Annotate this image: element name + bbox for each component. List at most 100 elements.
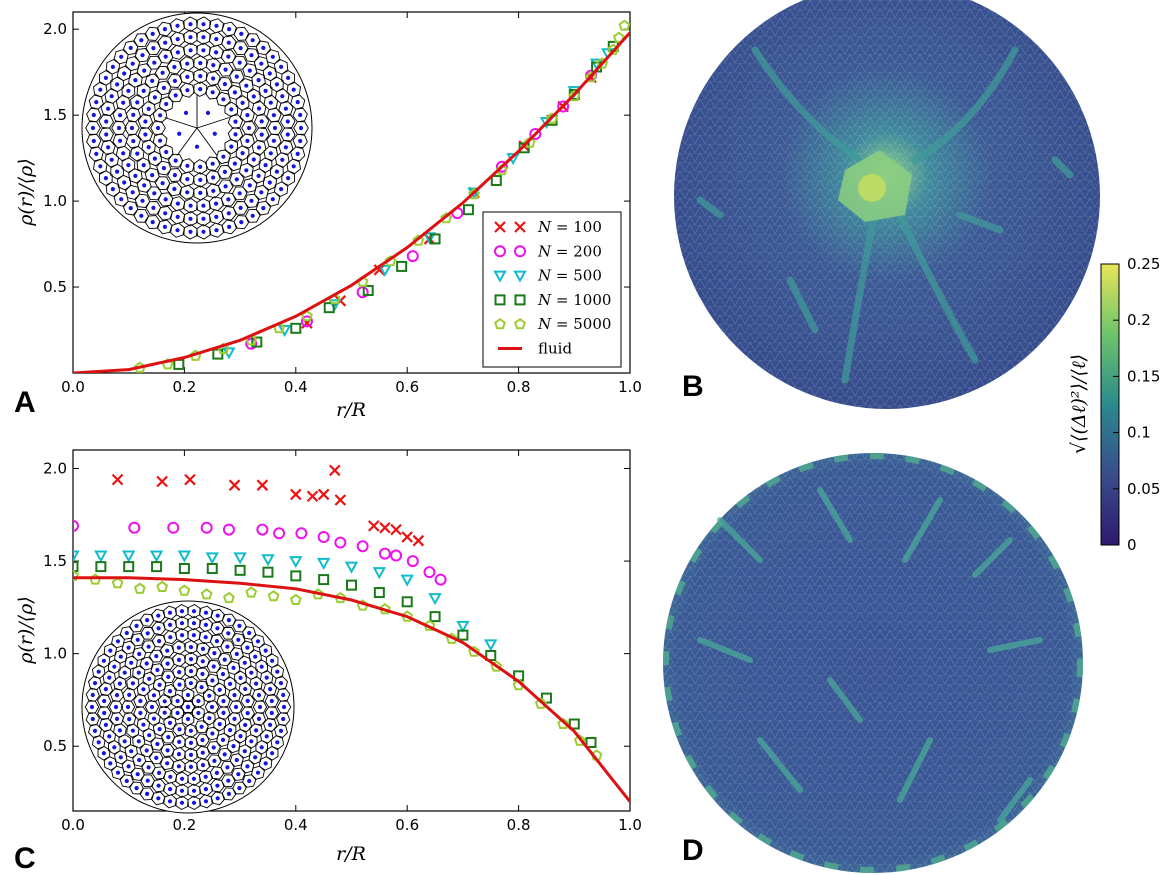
voronoi-site xyxy=(211,63,216,68)
x-tick-label: 0.0 xyxy=(61,816,85,834)
voronoi-site xyxy=(151,716,157,721)
voronoi-cell xyxy=(220,640,235,654)
voronoi-site xyxy=(147,676,152,681)
voronoi-site xyxy=(156,613,161,618)
voronoi-site xyxy=(274,169,279,174)
voronoi-site xyxy=(130,190,135,195)
voronoi-site xyxy=(156,783,161,788)
data-point xyxy=(228,479,241,491)
voronoi-site xyxy=(177,682,182,687)
voronoi-cell xyxy=(151,778,166,793)
voronoi-site xyxy=(138,710,143,716)
voronoi-site xyxy=(261,206,266,211)
voronoi-site xyxy=(256,145,262,150)
voronoi-cell xyxy=(221,613,237,627)
data-point xyxy=(406,250,419,263)
voronoi-cell xyxy=(187,771,201,787)
colorbar-gradient xyxy=(1100,263,1120,546)
voronoi-site xyxy=(286,75,291,80)
voronoi-cell xyxy=(255,200,272,216)
data-point xyxy=(289,593,302,605)
voronoi-cell xyxy=(224,101,239,118)
voronoi-site xyxy=(118,113,123,118)
voronoi-cell xyxy=(278,139,294,155)
voronoi-cell xyxy=(242,626,257,640)
voronoi-cell xyxy=(187,783,201,799)
voronoi-cell xyxy=(157,205,173,221)
voronoi-site xyxy=(133,78,138,83)
legend-marker xyxy=(494,245,506,258)
data-point xyxy=(518,142,530,154)
voronoi-site xyxy=(221,154,226,159)
voronoi-site xyxy=(188,35,193,40)
voronoi-cell xyxy=(102,670,117,685)
voronoi-cell xyxy=(210,791,225,806)
voronoi-cell xyxy=(154,176,171,191)
voronoi-cell xyxy=(107,739,121,755)
voronoi-site xyxy=(229,107,234,112)
voronoi-site xyxy=(142,68,147,73)
voronoi-site xyxy=(286,176,291,181)
voronoi-cell xyxy=(195,667,210,681)
legend-label: fluid xyxy=(538,340,572,358)
voronoi-site xyxy=(141,88,146,93)
voronoi-cell xyxy=(130,145,145,162)
voronoi-cell xyxy=(235,145,250,161)
voronoi-site xyxy=(126,163,131,168)
panel-label-b: B xyxy=(682,370,704,403)
voronoi-cell xyxy=(133,694,148,708)
voronoi-site xyxy=(275,740,280,745)
voronoi-cell xyxy=(238,681,253,697)
voronoi-site xyxy=(281,692,286,698)
voronoi-cell xyxy=(147,89,163,106)
voronoi-site xyxy=(185,177,190,182)
voronoi-site xyxy=(106,106,111,111)
voronoi-cell xyxy=(290,94,306,110)
data-point xyxy=(149,550,164,563)
voronoi-cell xyxy=(115,94,131,111)
voronoi-site xyxy=(226,54,231,59)
data-point xyxy=(178,562,190,574)
voronoi-site xyxy=(124,630,129,636)
voronoi-cell xyxy=(134,48,151,63)
voronoi-site xyxy=(240,100,245,105)
voronoi-site xyxy=(141,722,146,727)
voronoi-site xyxy=(210,161,215,166)
voronoi-site xyxy=(245,711,250,716)
data-point xyxy=(156,475,168,488)
voronoi-cell xyxy=(150,121,166,135)
voronoi-cell xyxy=(221,787,237,801)
voronoi-cell xyxy=(172,722,187,737)
data-point xyxy=(568,718,580,730)
voronoi-site xyxy=(280,157,285,162)
panel-label-c: C xyxy=(14,842,36,875)
data-point xyxy=(306,490,319,503)
voronoi-site xyxy=(126,88,131,93)
voronoi-cell xyxy=(93,81,108,98)
voronoi-site xyxy=(136,670,141,675)
voronoi-site xyxy=(201,229,206,234)
voronoi-cell xyxy=(152,721,167,737)
voronoi-cell xyxy=(179,56,195,72)
voronoi-cell xyxy=(179,69,195,85)
voronoi-site xyxy=(180,776,185,781)
voronoi-cell xyxy=(170,209,186,225)
voronoi-site xyxy=(247,630,252,636)
voronoi-cell xyxy=(184,663,198,679)
voronoi-cell xyxy=(290,146,306,162)
voronoi-site xyxy=(191,633,196,638)
voronoi-site xyxy=(113,704,119,710)
voronoi-site xyxy=(175,214,180,219)
voronoi-site xyxy=(135,637,140,642)
voronoi-cell xyxy=(238,717,253,733)
voronoi-cell xyxy=(208,44,224,60)
voronoi-site xyxy=(198,190,203,195)
voronoi-cell xyxy=(179,171,195,187)
y-tick-label: 1.5 xyxy=(43,106,67,124)
voronoi-site xyxy=(144,748,149,753)
voronoi-site xyxy=(278,681,284,686)
voronoi-site xyxy=(269,698,274,704)
voronoi-site xyxy=(146,765,151,770)
voronoi-cell xyxy=(159,643,175,658)
voronoi-cell xyxy=(293,121,309,135)
